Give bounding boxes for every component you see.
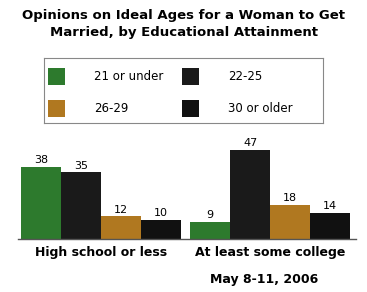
Text: 22-25: 22-25 [228, 70, 262, 83]
FancyBboxPatch shape [182, 100, 199, 117]
Bar [270, 205, 310, 239]
Text: 47: 47 [243, 138, 257, 148]
Text: Opinions on Ideal Ages for a Woman to Get
Married, by Educational Attainment: Opinions on Ideal Ages for a Woman to Ge… [22, 9, 345, 39]
Bar [141, 220, 181, 239]
Bar [230, 150, 270, 239]
Text: 38: 38 [34, 155, 48, 165]
Text: 18: 18 [283, 193, 297, 203]
Text: May 8-11, 2006: May 8-11, 2006 [210, 273, 318, 286]
Bar [310, 213, 350, 239]
Bar [190, 222, 230, 239]
FancyBboxPatch shape [48, 100, 65, 117]
Text: 9: 9 [207, 210, 214, 220]
Text: 12: 12 [114, 205, 128, 215]
Text: 21 or under: 21 or under [94, 70, 164, 83]
Bar [61, 173, 101, 239]
Text: 35: 35 [74, 161, 88, 171]
Text: 30 or older: 30 or older [228, 102, 293, 115]
FancyBboxPatch shape [48, 68, 65, 85]
Bar [101, 216, 141, 239]
Bar [21, 167, 61, 239]
Text: 14: 14 [323, 201, 337, 211]
Text: 10: 10 [154, 208, 168, 218]
Text: 26-29: 26-29 [94, 102, 128, 115]
FancyBboxPatch shape [182, 68, 199, 85]
